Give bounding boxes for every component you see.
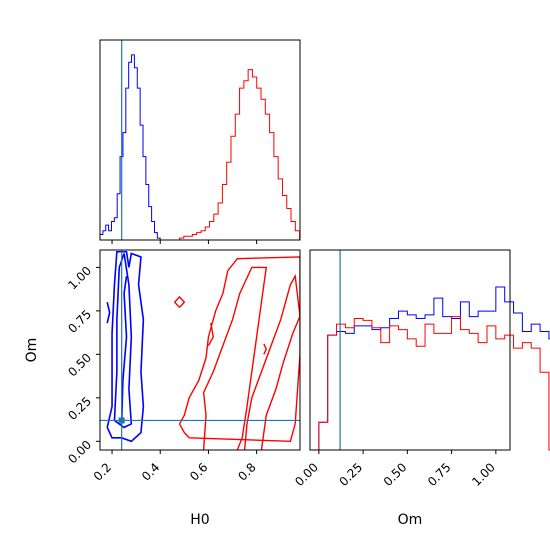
om-x-tick-label: 0.50 (381, 460, 410, 489)
red-contour-6 (263, 343, 268, 355)
h0-tick-label: 0.4 (139, 460, 162, 483)
om-y-tick-label: 1.00 (65, 264, 94, 293)
h0-hist-blue-series (99, 54, 161, 240)
om-axis-label: Om (398, 512, 423, 528)
om-x-tick-label: 1.00 (469, 460, 498, 489)
om-x-tick-label: 0.25 (336, 460, 365, 489)
red-contour-0 (178, 256, 300, 443)
om-x-tick-label: 0.00 (292, 460, 321, 489)
blue-contour-2 (120, 275, 128, 424)
om-hist-frame (309, 249, 511, 451)
truth-marker (118, 417, 125, 424)
om-y-tick-label: 0.50 (65, 351, 94, 380)
h0-tick-label: 0.2 (91, 460, 114, 483)
om-hist-red-series (310, 316, 550, 451)
red-contour-1 (202, 266, 268, 450)
h0-hist-frame (99, 39, 301, 241)
om-y-tick-label: 0.25 (65, 394, 94, 423)
h0-hist-red-series (179, 69, 301, 240)
om-y-axis-label: Om (24, 338, 40, 363)
red-contour-2 (243, 273, 300, 450)
red-contour-5 (173, 295, 186, 308)
om-y-tick-label: 0.75 (65, 307, 94, 336)
h0-tick-label: 0.6 (187, 460, 210, 483)
h0-axis-label: H0 (190, 512, 209, 528)
joint-contours-group (106, 250, 300, 450)
red-contour-4 (207, 322, 214, 346)
h0-tick-label: 0.8 (235, 460, 258, 483)
joint-frame (99, 249, 301, 451)
om-y-tick-label: 0.00 (65, 438, 94, 467)
blue-contour-1 (113, 253, 133, 429)
blue-contour-0 (106, 250, 145, 443)
blue-contour-3 (106, 301, 111, 324)
om-x-tick-label: 0.75 (425, 460, 454, 489)
om-hist-blue-series (310, 286, 550, 451)
